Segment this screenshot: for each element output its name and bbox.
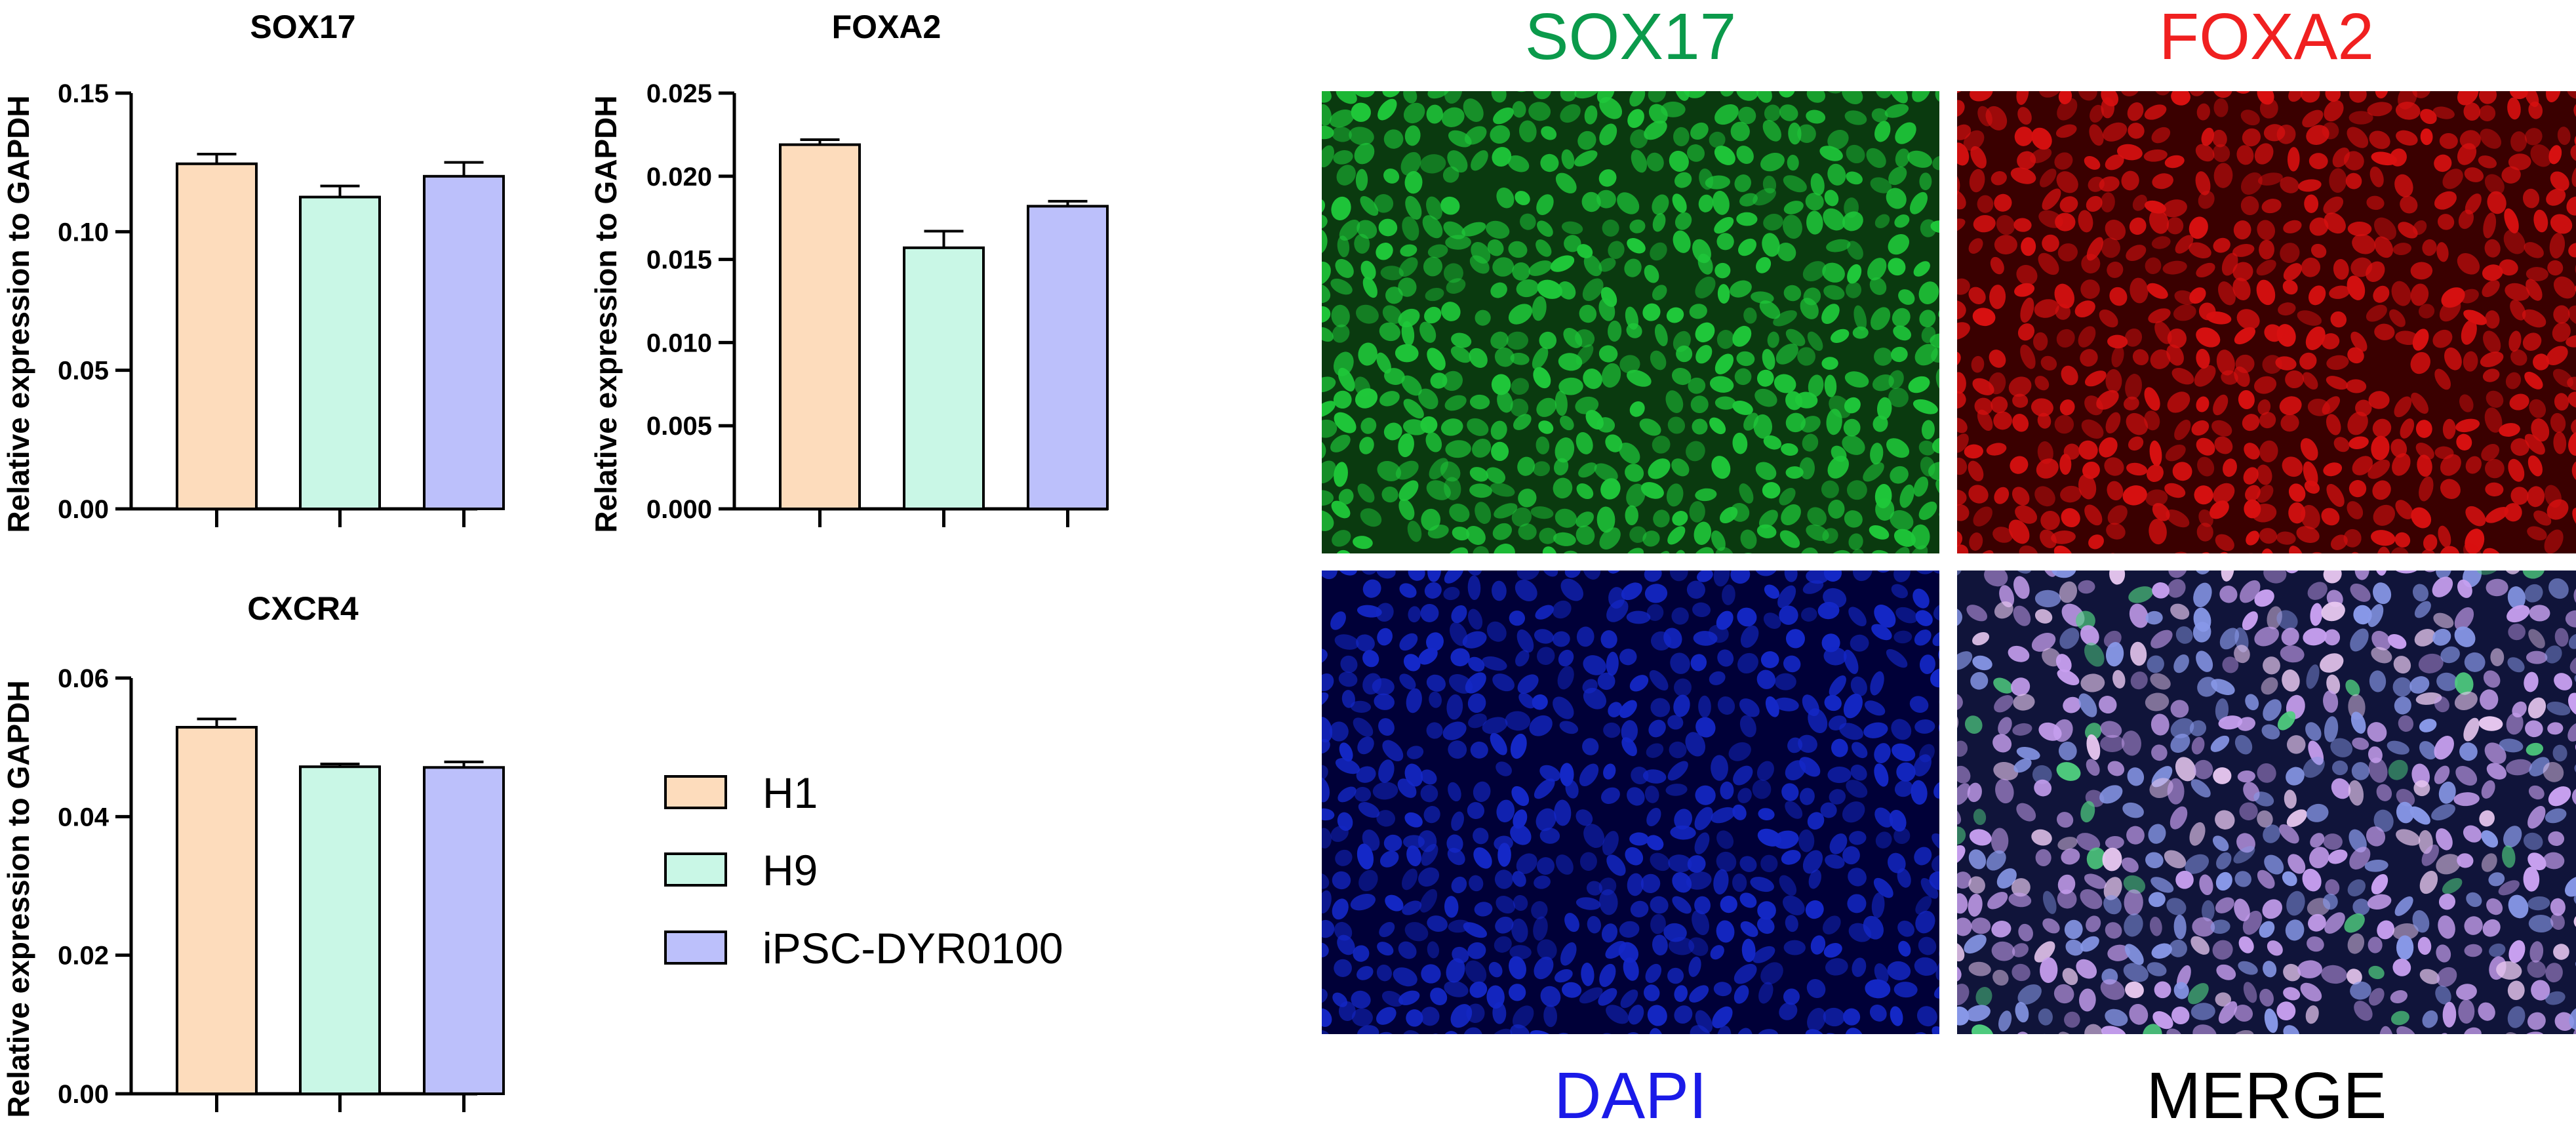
y-tick-label: 0.00 (58, 1080, 109, 1109)
legend-item-h9: H9 (664, 846, 818, 894)
panel-label-sox17: SOX17 (1525, 0, 1736, 73)
cell-nuclei (1957, 91, 2576, 553)
y-tick-label: 0.06 (58, 664, 109, 693)
chart-title: FOXA2 (832, 9, 941, 45)
legend-label: H1 (763, 769, 818, 817)
bar-h1 (779, 143, 861, 510)
legend-label: H9 (763, 846, 818, 894)
bar-ipsc-dyr0100 (423, 174, 505, 510)
legend: H1 H9 iPSC-DYR0100 (664, 769, 1063, 972)
y-axis-label: Relative expression to GAPDH (1, 95, 35, 532)
bar-ipsc-dyr0100 (1027, 205, 1109, 510)
micrograph-sox17: SOX17 (1322, 0, 1939, 553)
y-tick-label: 0.00 (58, 495, 109, 524)
y-tick-label: 0.020 (646, 163, 712, 191)
y-tick-label: 0.05 (58, 357, 109, 386)
legend-swatch (664, 775, 727, 809)
y-tick-label: 0.10 (58, 218, 109, 247)
chart-foxa2: FOXA2 Relative expression to GAPDH 0.000 0.… (589, 9, 1109, 533)
panel-label-foxa2: FOXA2 (2159, 0, 2374, 73)
cell-nuclei (1957, 570, 2576, 1034)
panel-label-merge: MERGE (2147, 1059, 2387, 1132)
cell-nuclei (1322, 91, 1939, 553)
chart-title: SOX17 (250, 9, 355, 45)
y-tick-label: 0.15 (58, 79, 109, 108)
cell-nuclei (1322, 570, 1939, 1034)
micrograph-dapi: DAPI (1322, 570, 1939, 1132)
legend-label: iPSC-DYR0100 (763, 924, 1063, 972)
bar-h9 (299, 195, 381, 510)
legend-swatch (664, 931, 727, 965)
micrograph-foxa2: FOXA2 (1957, 0, 2576, 553)
y-axis-label: Relative expression to GAPDH (1, 680, 35, 1117)
y-tick-label: 0.010 (646, 329, 712, 357)
y-tick-label: 0.015 (646, 246, 712, 275)
y-tick-label: 0.025 (646, 79, 712, 108)
bar-h9 (903, 246, 985, 510)
y-tick-label: 0.02 (58, 942, 109, 971)
legend-item-h1: H1 (664, 769, 818, 817)
bar-h9 (299, 765, 381, 1095)
chart-sox17: SOX17 Relative expression to GAPDH 0.00 0.0… (1, 9, 505, 533)
y-tick-label: 0.000 (646, 495, 712, 524)
y-tick-label: 0.005 (646, 412, 712, 441)
microscopy-panels: SOX17 FOXA2 DAPI MERGE (1322, 0, 2576, 1132)
chart-title: CXCR4 (247, 590, 359, 627)
bar-charts: SOX17 Relative expression to GAPDH 0.00 0.0… (1, 9, 1109, 1118)
legend-item-ipsc-dyr0100: iPSC-DYR0100 (664, 924, 1063, 972)
bar-ipsc-dyr0100 (423, 766, 505, 1096)
y-tick-label: 0.04 (58, 803, 109, 831)
micrograph-merge: MERGE (1957, 570, 2576, 1132)
bar-h1 (176, 162, 258, 510)
bar-h1 (176, 726, 258, 1095)
legend-swatch (664, 852, 727, 887)
y-axis-label: Relative expression to GAPDH (589, 95, 623, 532)
chart-cxcr4: CXCR4 Relative expression to GAPDH 0.00 0.0… (1, 590, 505, 1118)
panel-label-dapi: DAPI (1554, 1059, 1707, 1132)
